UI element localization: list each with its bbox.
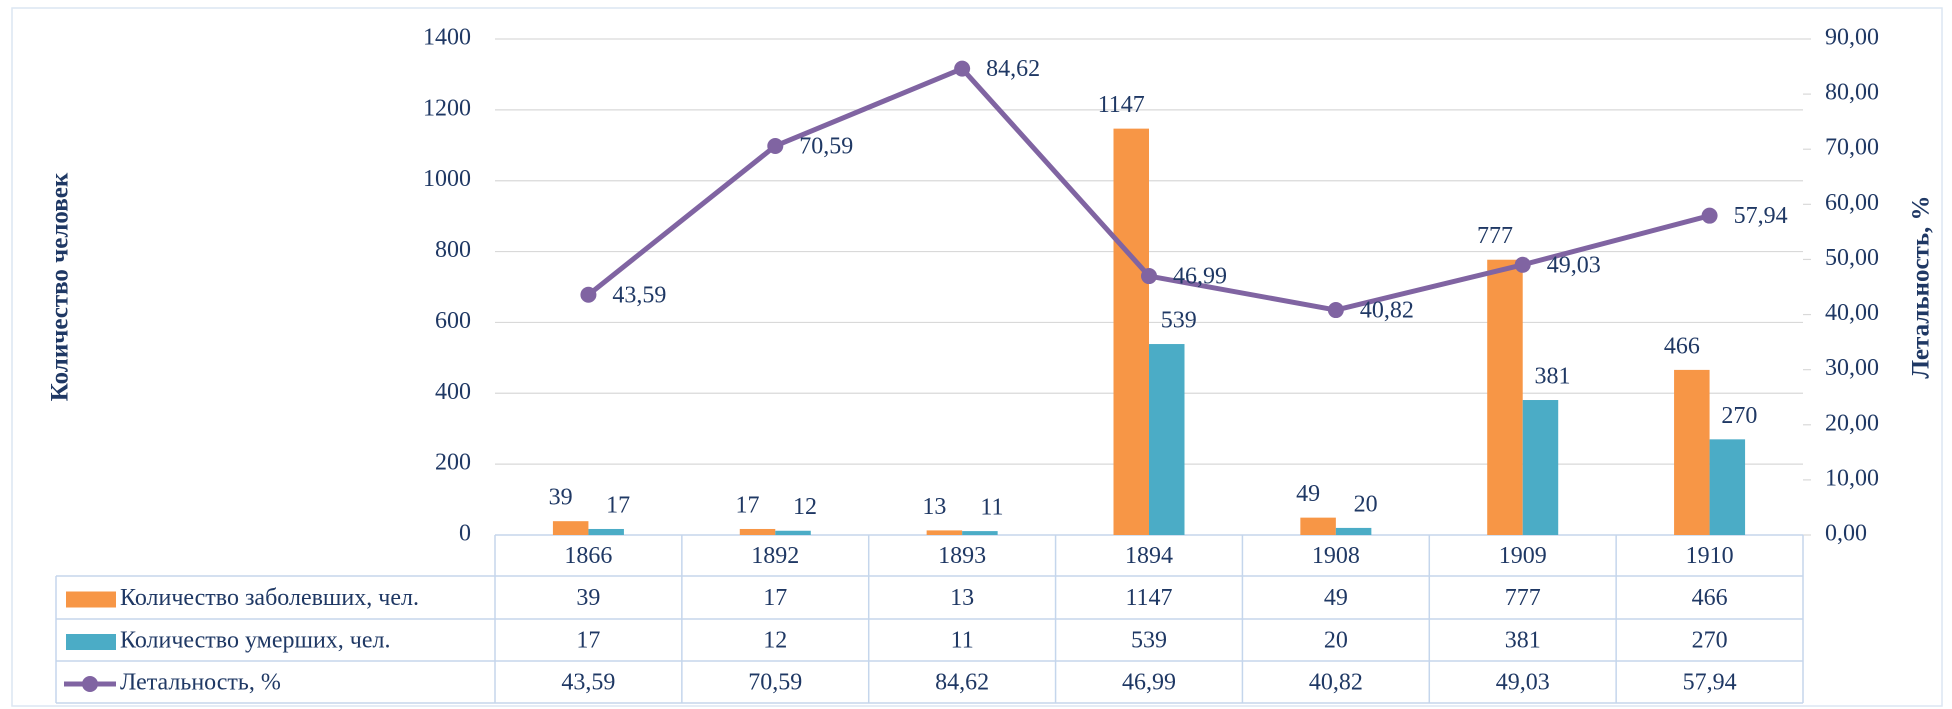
bar <box>552 521 589 535</box>
line-marker <box>1514 256 1531 273</box>
line-marker <box>767 137 784 154</box>
table-cell: 466 <box>1692 585 1728 611</box>
data-label: 43,59 <box>612 282 666 308</box>
table-cell: 777 <box>1505 585 1541 611</box>
bar <box>1522 400 1559 535</box>
data-label: 46,99 <box>1173 264 1227 290</box>
line-marker <box>1327 302 1344 319</box>
y-tick-label: 600 <box>435 308 471 334</box>
y2-tick-label: 10,00 <box>1825 465 1879 491</box>
y2-tick-label: 0,00 <box>1825 521 1867 547</box>
table-cell: 70,59 <box>748 670 802 696</box>
data-label: 70,59 <box>799 133 853 159</box>
data-label: 49 <box>1296 481 1320 507</box>
y-tick-label: 1400 <box>423 25 471 51</box>
y2-tick-label: 80,00 <box>1825 80 1879 106</box>
chart-border <box>11 7 1943 707</box>
table-cell: 12 <box>763 628 787 654</box>
table-cell: 11 <box>951 628 974 654</box>
line-marker <box>1141 268 1157 285</box>
y-tick-label: 800 <box>435 237 471 263</box>
y-tick-label: 200 <box>435 450 471 476</box>
table-cell: 49 <box>1324 585 1348 611</box>
x-tick-label: 1892 <box>751 543 799 569</box>
y2-tick-label: 30,00 <box>1825 355 1879 381</box>
table-cell: 84,62 <box>935 670 989 696</box>
data-label: 12 <box>793 494 817 520</box>
line-marker <box>954 60 971 77</box>
x-tick-label: 1910 <box>1686 543 1734 569</box>
bar <box>739 528 776 535</box>
bar <box>1335 527 1372 535</box>
table-cell: 13 <box>950 585 974 611</box>
y2-tick-label: 90,00 <box>1825 25 1879 51</box>
bar <box>962 531 998 535</box>
table-cell: 270 <box>1692 628 1728 654</box>
x-tick-label: 1894 <box>1125 543 1173 569</box>
y-tick-label: 1200 <box>423 95 471 121</box>
data-label: 39 <box>549 485 573 511</box>
bar <box>1487 259 1523 535</box>
data-label: 84,62 <box>986 56 1040 82</box>
table-cell: 43,59 <box>561 670 615 696</box>
y-axis-title: Количество человек <box>47 172 74 401</box>
bar <box>1300 517 1336 535</box>
table-cell: 40,82 <box>1309 670 1363 696</box>
legend-label: Количество умерших, чел. <box>120 628 391 654</box>
table-cell: 20 <box>1324 628 1348 654</box>
table-cell: 17 <box>576 628 600 654</box>
x-tick-label: 1893 <box>938 543 986 569</box>
data-label: 17 <box>736 492 760 518</box>
data-label: 270 <box>1721 403 1757 429</box>
y2-tick-label: 20,00 <box>1825 410 1879 436</box>
legend-marker <box>82 676 98 692</box>
y2-tick-label: 40,00 <box>1825 300 1879 326</box>
line-marker <box>580 286 597 303</box>
y2-tick-label: 60,00 <box>1825 190 1879 216</box>
y2-tick-label: 70,00 <box>1825 135 1879 161</box>
data-label: 57,94 <box>1734 203 1788 229</box>
table-cell: 381 <box>1505 628 1541 654</box>
bar <box>1113 128 1149 536</box>
legend-swatch <box>66 634 116 650</box>
data-label: 539 <box>1161 308 1197 334</box>
data-label: 466 <box>1664 333 1700 359</box>
y2-axis-title: Летальность, % <box>1908 195 1935 378</box>
table-cell: 46,99 <box>1122 670 1176 696</box>
x-tick-label: 1908 <box>1312 543 1360 569</box>
data-label: 777 <box>1477 223 1513 249</box>
legend-label: Летальность, % <box>120 670 281 696</box>
bar <box>926 530 963 535</box>
x-tick-label: 1909 <box>1499 543 1547 569</box>
bar <box>588 528 624 535</box>
data-label: 20 <box>1354 491 1378 517</box>
table-cell: 1147 <box>1125 585 1172 611</box>
bar <box>1709 439 1746 535</box>
bar <box>1149 344 1185 535</box>
line-marker <box>1701 207 1718 224</box>
y-tick-label: 400 <box>435 379 471 405</box>
table-cell: 57,94 <box>1683 670 1737 696</box>
x-tick-label: 1866 <box>564 543 612 569</box>
data-label: 40,82 <box>1360 298 1414 324</box>
data-label: 13 <box>922 494 946 520</box>
bar <box>775 530 811 535</box>
bar <box>1674 369 1710 535</box>
data-label: 49,03 <box>1547 252 1601 278</box>
data-label: 381 <box>1534 364 1570 390</box>
legend-swatch <box>66 591 116 608</box>
data-label: 1147 <box>1098 92 1145 118</box>
table-cell: 39 <box>576 585 600 611</box>
table-cell: 49,03 <box>1496 670 1550 696</box>
data-label: 17 <box>606 492 630 518</box>
table-cell: 539 <box>1131 628 1167 654</box>
data-label: 11 <box>980 495 1003 521</box>
legend-label: Количество заболевших, чел. <box>120 585 419 611</box>
y-tick-label: 0 <box>459 521 471 547</box>
y2-tick-label: 50,00 <box>1825 245 1879 271</box>
y-tick-label: 1000 <box>423 166 471 192</box>
table-cell: 17 <box>763 585 787 611</box>
